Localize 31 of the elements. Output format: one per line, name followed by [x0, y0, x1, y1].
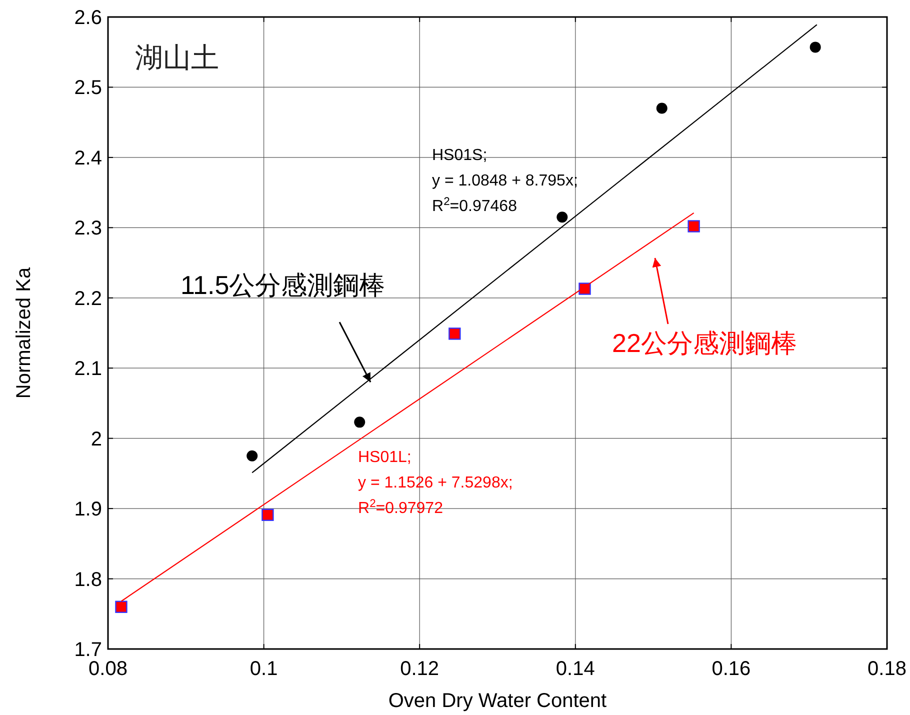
- point: [688, 220, 700, 232]
- y-tick-label: 2.3: [74, 218, 102, 240]
- y-tick-label: 2.5: [74, 77, 102, 100]
- annotation: HS01S; y = 1.0848 + 8.795x; R$^{2}$=0.97468: [432, 147, 578, 216]
- y-tick-label: 1.8: [74, 568, 102, 591]
- y-tick-label: 1.9: [74, 498, 102, 521]
- y-tick-label: 2.4: [74, 147, 102, 170]
- y-axis-title: Normalized Ka: [13, 266, 35, 399]
- x-tick-label: 0.18: [868, 658, 906, 680]
- x-tick-label: 0.16: [712, 658, 751, 680]
- annotation: 湖山土: [135, 42, 219, 73]
- x-axis-title: Oven Dry Water Content: [388, 690, 608, 712]
- y-tick-label: 1.7: [74, 639, 102, 661]
- point: [262, 508, 274, 521]
- y-tick-label: 2.2: [74, 288, 102, 310]
- x-tick-label: 0.12: [400, 658, 440, 680]
- point: [115, 600, 128, 613]
- point: [810, 42, 821, 53]
- point: [656, 102, 668, 114]
- point: [354, 416, 366, 428]
- point: [448, 328, 461, 340]
- annotation: HS01L; y = 1.1526 + 7.5298x; R$^{2}$=0.97972: [358, 449, 513, 518]
- x-tick-label: 0.1: [250, 658, 278, 680]
- x-tick-label: 0.08: [88, 658, 128, 680]
- point: [578, 282, 591, 295]
- y-tick-label: 2: [90, 428, 102, 450]
- x-tick-label: 0.14: [556, 658, 595, 680]
- point: [556, 212, 568, 223]
- point: [246, 450, 258, 462]
- y-tick-label: 2.1: [74, 358, 102, 380]
- y-tick-label: 2.6: [74, 7, 102, 29]
